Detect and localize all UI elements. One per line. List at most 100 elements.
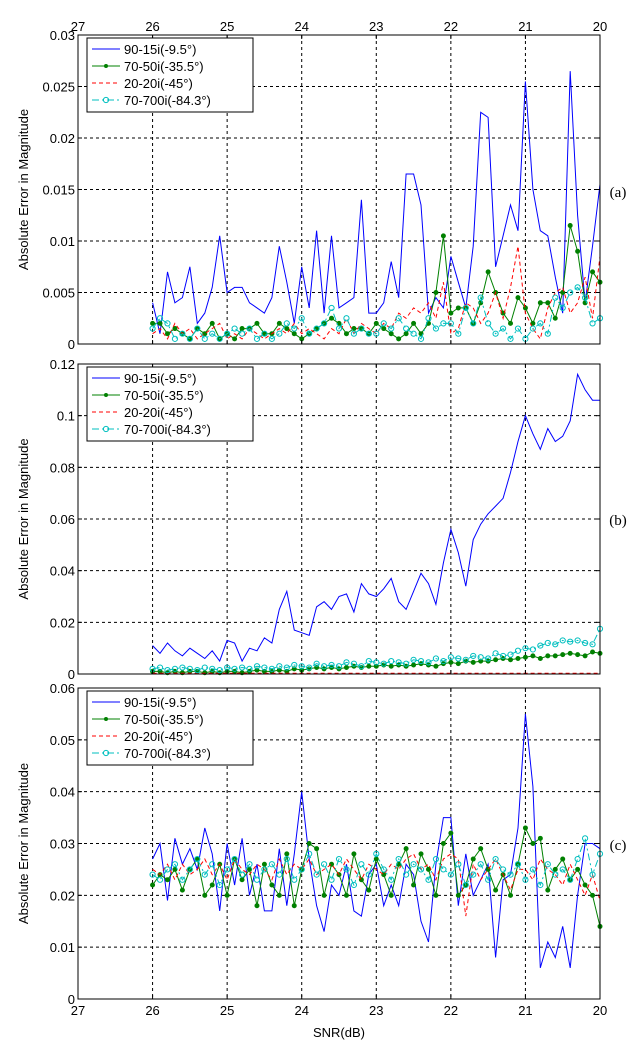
x-tick-label-top: 27 [71,19,85,34]
x-tick-label: 27 [71,1003,85,1018]
data-point [395,659,402,666]
data-point [268,335,275,342]
data-point [417,866,425,873]
y-tick-label: 0 [68,337,75,352]
data-point [485,269,491,275]
data-point [156,664,164,671]
data-point [590,269,596,275]
data-point [291,876,298,883]
legend-label-3: 20-20i(-45°) [124,729,193,744]
data-point [514,647,522,654]
data-point [581,835,589,842]
data-point [478,846,484,852]
data-point [544,861,551,868]
data-point [365,330,372,337]
data-point [343,866,350,873]
data-point [537,320,544,327]
data-point [492,855,499,863]
x-tick-label-top: 24 [294,19,308,34]
data-point [403,660,410,667]
data-point [194,855,201,863]
data-point [268,861,275,868]
x-axis-label: SNR(dB) [313,1025,365,1040]
data-point [447,654,454,661]
legend-marker [104,717,108,721]
data-point [343,331,349,337]
series-line-1 [152,71,601,334]
chart-panel-3: 0 0.01 0.02 0.03 0.04 0.05 0.06 27 26 25 24 23 22 21 2… [16,681,626,1040]
x-tick-label-top: 21 [518,19,532,34]
data-point [335,325,343,332]
data-point [246,861,253,868]
y-tick-label: 0.02 [50,131,75,146]
data-point [440,841,446,846]
legend-marker [102,96,110,104]
data-point [567,876,574,883]
data-point [411,662,417,668]
data-point [253,663,261,670]
data-point [335,855,343,863]
data-point [477,654,484,661]
data-point [589,871,596,878]
data-point [156,876,164,883]
data-point [529,325,536,332]
data-point [582,882,588,888]
data-point [350,660,358,667]
data-point [149,325,156,332]
data-point [171,861,179,868]
y-tick-label: 0.03 [50,837,75,852]
panel-label: (c) [610,838,627,854]
data-point [440,320,447,327]
data-point [224,892,230,898]
data-point [238,871,246,878]
data-point [201,664,208,671]
data-point [396,336,402,342]
data-point [507,871,514,878]
data-point [186,665,193,672]
x-tick-label-top: 25 [220,19,234,34]
data-point [448,659,454,665]
x-tick-label-top: 26 [145,19,159,34]
data-point [149,871,156,878]
data-point [156,315,164,322]
data-point [179,330,186,337]
legend-marker [102,749,110,757]
data-point [559,866,566,873]
data-point [164,866,171,873]
y-tick-label: 0 [68,992,75,1007]
data-point [560,856,566,862]
data-point [530,653,536,659]
x-tick-label: 25 [220,1003,234,1018]
data-point [373,850,380,857]
data-point [246,665,253,672]
data-point [335,663,343,670]
data-point [358,663,365,670]
data-point [410,861,417,868]
data-point [447,320,454,327]
data-point [552,315,558,321]
data-point [522,876,529,883]
legend: 90-15i(-9.5°) 70-50i(-35.5°) 20-20i(-45°) 7… [86,37,254,113]
data-point [552,866,558,872]
data-point [544,639,551,647]
data-point [522,825,528,831]
data-point [261,861,267,867]
x-tick-label: 24 [294,1003,308,1018]
data-point [373,856,379,862]
data-point [575,248,581,254]
data-point [447,871,454,878]
data-point [328,661,335,669]
data-point [485,655,492,662]
data-point [574,284,581,291]
data-point [395,315,402,322]
data-point [432,655,440,662]
data-point [552,641,559,648]
data-point [581,639,589,647]
data-point [261,664,268,671]
data-point [186,335,193,342]
data-point [522,305,528,311]
data-point [522,654,528,660]
data-point [515,656,521,661]
data-point [507,651,514,658]
